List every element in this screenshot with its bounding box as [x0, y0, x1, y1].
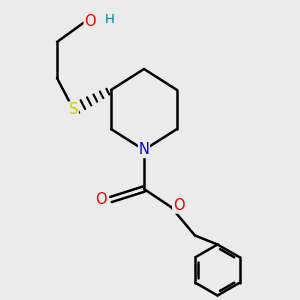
Text: O: O: [173, 198, 184, 213]
Text: H: H: [105, 13, 114, 26]
Text: S: S: [69, 102, 78, 117]
Text: N: N: [139, 142, 149, 158]
Text: O: O: [95, 192, 106, 207]
Text: O: O: [84, 14, 96, 28]
